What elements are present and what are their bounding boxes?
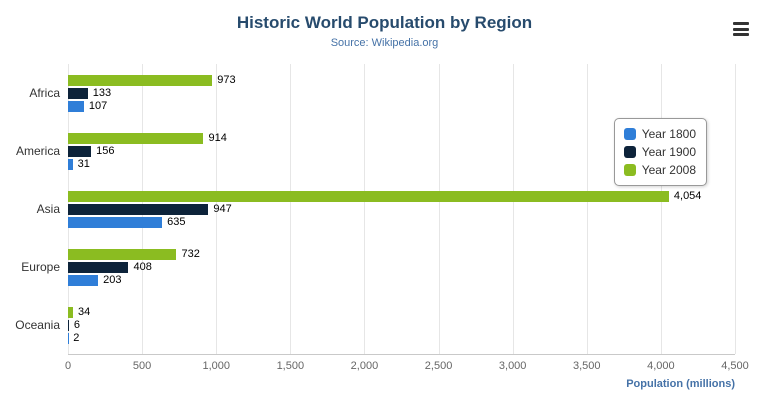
bar-value-label: 133 [92, 86, 112, 99]
category-row: 732 408 203 [68, 238, 735, 296]
hamburger-line [733, 27, 749, 31]
bar-line: 6 [68, 318, 735, 331]
bar-value-label: 2 [73, 331, 80, 344]
bar-value-label: 635 [167, 215, 186, 228]
bar-value-label: 31 [77, 157, 90, 170]
bar-line: 133 [68, 86, 735, 99]
legend-swatch [623, 146, 636, 158]
bar-value-label: 6 [73, 318, 80, 331]
bar-value-label: 732 [181, 247, 200, 260]
category-label: Asia [36, 202, 60, 216]
bar-line: 156 [68, 144, 735, 157]
x-tick-label: 0 [64, 360, 72, 372]
plot-area: 973 133 107 914 156 31 4,054 947 635 732 408 203 34 6… [68, 64, 736, 355]
chart-body: Africa America Asia Europe Oceania 973 133 107… [0, 64, 749, 375]
bar-year-1800[interactable] [68, 274, 99, 286]
bar-line: 408 [68, 260, 735, 273]
bar-year-2008[interactable] [68, 248, 177, 260]
plot-wrap: 973 133 107 914 156 31 4,054 947 635 732 408 203 34 6… [64, 64, 749, 375]
bar-year-1800[interactable] [68, 216, 163, 228]
bar-value-label: 34 [78, 305, 91, 318]
x-tick-label: 4,000 [647, 360, 675, 372]
bar-line: 2 [68, 331, 735, 344]
bar-line: 203 [68, 273, 735, 286]
bar-line: 4,054 [68, 189, 735, 202]
x-tick-label: 2,000 [350, 360, 379, 372]
category-label: Africa [29, 86, 60, 100]
category-row: 4,054 947 635 [68, 180, 735, 238]
category-row: 34 6 2 [68, 296, 735, 354]
gridline [512, 64, 514, 354]
bar-year-1900[interactable] [68, 145, 92, 157]
legend-item[interactable]: Year 1900 [623, 143, 696, 161]
bar-value-label: 973 [217, 73, 236, 86]
gridline [364, 64, 366, 354]
bar-line: 107 [68, 99, 735, 112]
hamburger-line [733, 33, 749, 36]
bar-year-2008[interactable] [68, 190, 669, 202]
y-axis-labels: Africa America Asia Europe Oceania [0, 64, 68, 375]
category-row: 914 156 31 [68, 122, 735, 180]
hamburger-menu-icon[interactable] [733, 22, 749, 36]
bar-value-label: 107 [88, 99, 108, 112]
bar-line: 34 [68, 305, 735, 318]
legend-label: Year 1900 [641, 145, 696, 159]
chart-subtitle: Source: Wikipedia.org [330, 37, 439, 49]
bar-line: 947 [68, 202, 735, 215]
legend-swatch [623, 164, 636, 176]
legend-label: Year 1800 [641, 127, 696, 141]
legend-label: Year 2008 [641, 163, 696, 177]
bar-line: 973 [68, 73, 735, 86]
bar-year-1900[interactable] [68, 261, 129, 273]
x-tick-label: 3,000 [498, 360, 527, 372]
bar-value-label: 4,054 [673, 189, 702, 202]
gridline [438, 64, 440, 354]
x-tick-label: 1,500 [276, 360, 305, 372]
category-row: 973 133 107 [68, 64, 735, 122]
bar-year-2008[interactable] [68, 306, 74, 318]
hamburger-line [733, 22, 749, 25]
x-tick-label: 4,500 [721, 360, 749, 372]
bar-line: 732 [68, 247, 735, 260]
gridline [660, 64, 662, 354]
bar-year-2008[interactable] [68, 132, 204, 144]
gridline [586, 64, 588, 354]
bar-year-1800[interactable] [68, 100, 84, 112]
gridline [216, 64, 218, 354]
bar-value-label: 408 [133, 260, 152, 273]
x-tick-label: 3,500 [573, 360, 601, 372]
bar-value-label: 203 [103, 273, 122, 286]
legend-item[interactable]: Year 1800 [623, 125, 696, 143]
chart-title: Historic World Population by Region [236, 13, 533, 32]
x-axis-title: Population (millions) [626, 378, 735, 390]
x-tick-label: 500 [132, 360, 152, 372]
bar-year-1900[interactable] [68, 87, 88, 99]
bar-line: 635 [68, 215, 735, 228]
x-tick-label: 2,500 [424, 360, 453, 372]
bar-value-label: 156 [96, 144, 115, 157]
bar-line: 914 [68, 131, 735, 144]
bar-year-2008[interactable] [68, 74, 213, 86]
bar-year-1800[interactable] [68, 158, 73, 170]
bar-year-1900[interactable] [68, 319, 69, 331]
category-label: Oceania [15, 318, 60, 332]
legend-box: Year 1800 Year 1900 Year 2008 [613, 118, 707, 186]
legend-item[interactable]: Year 2008 [623, 161, 696, 179]
bar-year-1900[interactable] [68, 203, 209, 215]
bar-value-label: 947 [213, 202, 232, 215]
legend-swatch [623, 128, 636, 140]
x-tick-label: 1,000 [202, 360, 230, 372]
gridline [735, 64, 736, 354]
bar-line: 31 [68, 157, 735, 170]
bar-value-label: 914 [208, 131, 227, 144]
gridline [290, 64, 292, 354]
category-label: America [15, 144, 60, 158]
category-label: Europe [21, 260, 60, 274]
x-axis-ticks: 0 500 1,000 1,500 2,000 2,500 3,000 3,500 4,000 4… [64, 355, 749, 375]
